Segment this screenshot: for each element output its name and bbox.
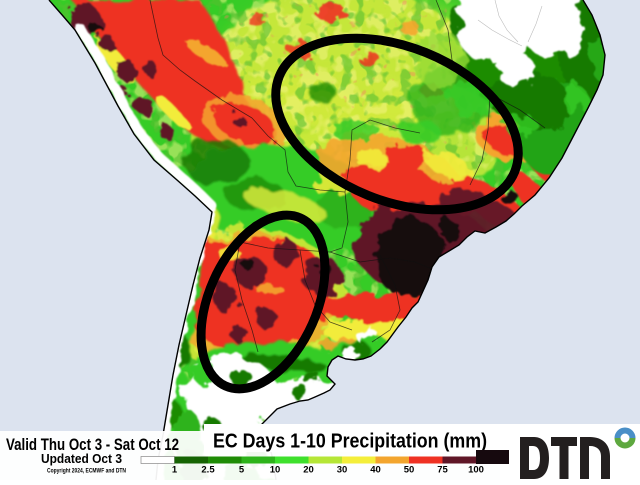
svg-text:5: 5 — [239, 465, 245, 476]
svg-text:75: 75 — [437, 465, 448, 476]
svg-text:Copyright 2024, ECMWF and DTN: Copyright 2024, ECMWF and DTN — [47, 468, 126, 475]
svg-text:Valid Thu Oct 3 - Sat Oct 12: Valid Thu Oct 3 - Sat Oct 12 — [6, 435, 179, 454]
svg-text:40: 40 — [370, 465, 381, 476]
svg-text:1: 1 — [172, 465, 178, 476]
svg-text:100: 100 — [468, 465, 484, 476]
svg-text:EC Days 1-10 Precipitation (mm: EC Days 1-10 Precipitation (mm) — [213, 431, 487, 453]
svg-text:2.5: 2.5 — [201, 465, 215, 476]
svg-text:Updated Oct 3: Updated Oct 3 — [41, 452, 122, 466]
svg-text:20: 20 — [303, 465, 314, 476]
svg-text:50: 50 — [404, 465, 415, 476]
svg-text:30: 30 — [337, 465, 348, 476]
svg-text:10: 10 — [270, 465, 281, 476]
